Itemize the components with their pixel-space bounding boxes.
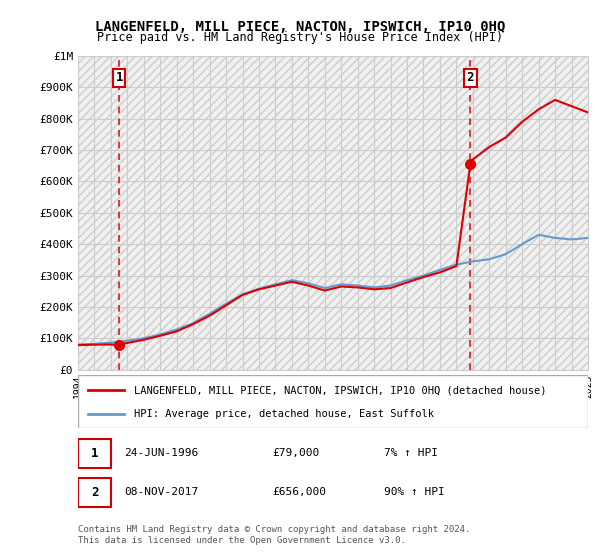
FancyBboxPatch shape bbox=[78, 439, 111, 468]
Text: 1: 1 bbox=[115, 72, 123, 85]
Text: 24-JUN-1996: 24-JUN-1996 bbox=[124, 449, 198, 459]
Text: 90% ↑ HPI: 90% ↑ HPI bbox=[384, 487, 445, 497]
Text: HPI: Average price, detached house, East Suffolk: HPI: Average price, detached house, East… bbox=[134, 408, 434, 418]
Text: 08-NOV-2017: 08-NOV-2017 bbox=[124, 487, 198, 497]
Text: Contains HM Land Registry data © Crown copyright and database right 2024.
This d: Contains HM Land Registry data © Crown c… bbox=[78, 525, 470, 545]
FancyBboxPatch shape bbox=[78, 375, 588, 428]
Text: LANGENFELD, MILL PIECE, NACTON, IPSWICH, IP10 0HQ: LANGENFELD, MILL PIECE, NACTON, IPSWICH,… bbox=[95, 20, 505, 34]
Text: £656,000: £656,000 bbox=[272, 487, 326, 497]
Text: LANGENFELD, MILL PIECE, NACTON, IPSWICH, IP10 0HQ (detached house): LANGENFELD, MILL PIECE, NACTON, IPSWICH,… bbox=[134, 385, 547, 395]
FancyBboxPatch shape bbox=[78, 478, 111, 507]
Text: £79,000: £79,000 bbox=[272, 449, 319, 459]
Text: 1: 1 bbox=[91, 447, 98, 460]
Text: 2: 2 bbox=[467, 72, 474, 85]
Text: 2: 2 bbox=[91, 486, 98, 499]
Text: Price paid vs. HM Land Registry's House Price Index (HPI): Price paid vs. HM Land Registry's House … bbox=[97, 31, 503, 44]
Text: 7% ↑ HPI: 7% ↑ HPI bbox=[384, 449, 438, 459]
